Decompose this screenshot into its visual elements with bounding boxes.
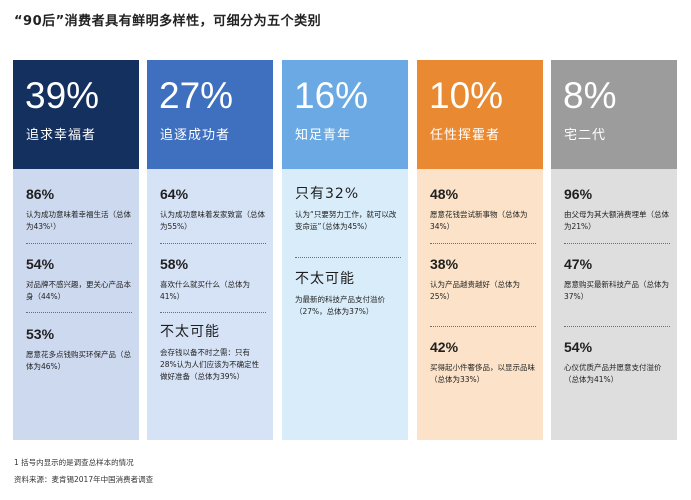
segment-column-success-chasers: 27% 追逐成功者 64% 认为成功意味着发家致富（总体为55%） 58% 喜欢… — [147, 60, 273, 440]
segment-label: 追求幸福者 — [26, 128, 97, 143]
dotted-divider — [26, 243, 132, 244]
stat-description: 认为成功意味着发家致富（总体为55%） — [160, 210, 265, 231]
segment-body: 96% 由父母为其大额消费埋单（总体为21%） 47% 愿意购买最新科技产品（总… — [551, 169, 677, 440]
stat-description: 认为成功意味着幸福生活（总体为43%¹） — [26, 210, 131, 231]
segment-percent: 16% — [294, 75, 369, 116]
stat-value: 58% — [160, 256, 189, 272]
stat-value: 47% — [564, 256, 593, 272]
segment-body: 48% 愿意花钱尝试新事物（总体为34%） 38% 认为产品越贵越好（总体为25… — [417, 169, 543, 440]
dotted-divider — [430, 243, 536, 244]
stat-item: 58% 喜欢什么就买什么（总体为41%） — [160, 256, 266, 303]
stat-description: 认为“只要努力工作，就可以改变命运”（总体为45%） — [295, 210, 397, 231]
segment-column-home-kids: 8% 宅二代 96% 由父母为其大额消费埋单（总体为21%） 47% 愿意购买最… — [551, 60, 677, 440]
segment-percent: 8% — [563, 75, 617, 116]
segment-percent: 39% — [25, 75, 100, 116]
segment-column-content-youth: 16% 知足青年 只有32% 认为“只要努力工作，就可以改变命运”（总体为45%… — [282, 60, 408, 440]
segment-header: 39% 追求幸福者 — [13, 60, 139, 169]
source-note: 资料来源：麦肯锡2017年中国消费者调查 — [14, 475, 154, 484]
dotted-divider — [160, 243, 266, 244]
stat-item: 只有32% 认为“只要努力工作，就可以改变命运”（总体为45%） — [295, 186, 401, 233]
segment-header: 27% 追逐成功者 — [147, 60, 273, 169]
stat-item: 47% 愿意购买最新科技产品（总体为37%） — [564, 256, 670, 303]
stat-value: 不太可能 — [295, 271, 355, 287]
stat-description: 对品牌不感兴趣，更关心产品本身（44%） — [26, 280, 131, 301]
segment-header: 10% 任性挥霍者 — [417, 60, 543, 169]
dotted-divider — [564, 326, 670, 327]
stat-description: 由父母为其大额消费埋单（总体为21%） — [564, 210, 669, 231]
stat-item: 54% 对品牌不感兴趣，更关心产品本身（44%） — [26, 256, 132, 303]
stat-value: 54% — [564, 339, 593, 355]
stat-description: 认为产品越贵越好（总体为25%） — [430, 280, 520, 301]
segment-column-free-spenders: 10% 任性挥霍者 48% 愿意花钱尝试新事物（总体为34%） 38% 认为产品… — [417, 60, 543, 440]
segment-label: 追逐成功者 — [160, 128, 231, 143]
segment-header: 8% 宅二代 — [551, 60, 677, 169]
stat-item: 86% 认为成功意味着幸福生活（总体为43%¹） — [26, 186, 132, 233]
stat-value: 不太可能 — [160, 324, 220, 340]
stat-item: 不太可能 为最新的科技产品支付溢价（27%，总体为37%） — [295, 271, 401, 318]
stat-item: 38% 认为产品越贵越好（总体为25%） — [430, 256, 536, 303]
stat-description: 愿意花钱尝试新事物（总体为34%） — [430, 210, 528, 231]
stat-value: 48% — [430, 186, 459, 202]
segment-label: 宅二代 — [564, 128, 607, 143]
stat-description: 会存钱以备不时之需：只有28%认为人们应该为不确定性做好准备（总体为39%） — [160, 348, 260, 381]
dotted-divider — [430, 326, 536, 327]
stat-value: 42% — [430, 339, 459, 355]
stat-value: 38% — [430, 256, 459, 272]
segment-body: 86% 认为成功意味着幸福生活（总体为43%¹） 54% 对品牌不感兴趣，更关心… — [13, 169, 139, 440]
segment-label: 知足青年 — [295, 128, 352, 143]
segment-label: 任性挥霍者 — [430, 128, 501, 143]
stat-description: 愿意购买最新科技产品（总体为37%） — [564, 280, 669, 301]
stat-item: 96% 由父母为其大额消费埋单（总体为21%） — [564, 186, 670, 233]
footnote: 1 括号内显示的是调查总样本的情况 — [14, 458, 134, 467]
segment-percent: 10% — [429, 75, 504, 116]
segment-body: 只有32% 认为“只要努力工作，就可以改变命运”（总体为45%） 不太可能 为最… — [282, 169, 408, 440]
stat-item: 48% 愿意花钱尝试新事物（总体为34%） — [430, 186, 536, 233]
stat-value: 96% — [564, 186, 593, 202]
stat-description: 为最新的科技产品支付溢价（27%，总体为37%） — [295, 295, 385, 316]
stat-value: 86% — [26, 186, 55, 202]
stat-item: 不太可能 会存钱以备不时之需：只有28%认为人们应该为不确定性做好准备（总体为3… — [160, 324, 266, 383]
stat-description: 愿意花多点钱购买环保产品（总体为46%） — [26, 350, 131, 371]
stat-item: 54% 心仪优质产品并愿意支付溢价（总体为41%） — [564, 339, 670, 386]
dotted-divider — [160, 312, 266, 313]
stat-value: 只有32% — [295, 186, 360, 202]
segment-body: 64% 认为成功意味着发家致富（总体为55%） 58% 喜欢什么就买什么（总体为… — [147, 169, 273, 440]
page-title: “90后”消费者具有鲜明多样性，可细分为五个类别 — [14, 14, 322, 29]
stat-description: 买得起小件奢侈品，以显示品味（总体为33%） — [430, 363, 535, 384]
stat-item: 53% 愿意花多点钱购买环保产品（总体为46%） — [26, 326, 132, 373]
stat-item: 64% 认为成功意味着发家致富（总体为55%） — [160, 186, 266, 233]
dotted-divider — [295, 257, 401, 258]
segments-panel: 39% 追求幸福者 86% 认为成功意味着幸福生活（总体为43%¹） 54% 对… — [13, 60, 677, 440]
segment-column-happiness-seekers: 39% 追求幸福者 86% 认为成功意味着幸福生活（总体为43%¹） 54% 对… — [13, 60, 139, 440]
segment-percent: 27% — [159, 75, 234, 116]
stat-value: 54% — [26, 256, 55, 272]
dotted-divider — [564, 243, 670, 244]
stat-value: 64% — [160, 186, 189, 202]
dotted-divider — [26, 312, 132, 313]
stat-item: 42% 买得起小件奢侈品，以显示品味（总体为33%） — [430, 339, 536, 386]
stat-value: 53% — [26, 326, 55, 342]
segment-header: 16% 知足青年 — [282, 60, 408, 169]
stat-description: 喜欢什么就买什么（总体为41%） — [160, 280, 250, 301]
stat-description: 心仪优质产品并愿意支付溢价（总体为41%） — [564, 363, 662, 384]
